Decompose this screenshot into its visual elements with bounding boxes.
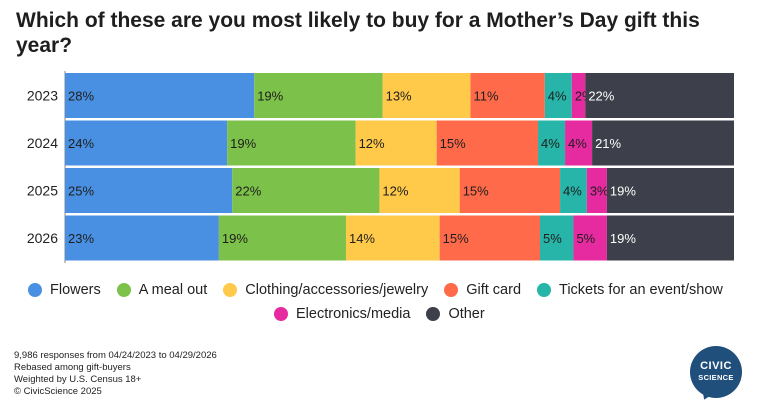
bar-segment xyxy=(382,73,471,118)
bar-segment xyxy=(254,73,383,118)
data-label: 5% xyxy=(543,231,562,246)
legend-item: Electronics/media xyxy=(274,306,410,322)
data-label: 28% xyxy=(68,89,94,104)
legend-label: Flowers xyxy=(50,282,101,298)
bar-segment xyxy=(65,168,233,213)
bar-segment xyxy=(606,168,734,213)
data-label: 12% xyxy=(359,136,385,151)
legend-label: Other xyxy=(448,306,485,322)
chart-title: Which of these are you most likely to bu… xyxy=(16,9,700,57)
bar-segment xyxy=(560,168,587,213)
legend-swatch xyxy=(426,307,441,321)
legend-item: Gift card xyxy=(444,282,521,298)
data-label: 5% xyxy=(576,231,595,246)
data-label: 19% xyxy=(230,136,256,151)
bar-segment xyxy=(379,168,460,213)
bar-segment xyxy=(538,120,566,166)
legend-swatch xyxy=(223,283,238,297)
data-label: 13% xyxy=(386,89,412,104)
data-label: 14% xyxy=(349,231,375,246)
legend-swatch xyxy=(28,283,42,297)
legend-item: Clothing/accessories/jewelry xyxy=(223,282,428,298)
bar-segment xyxy=(439,215,540,261)
bar-segment xyxy=(459,168,561,213)
bar-segment xyxy=(470,73,545,118)
bar-segment xyxy=(585,73,734,118)
bar-segment xyxy=(571,73,586,118)
civicscience-logo: CIVIC SCIENCE xyxy=(690,346,742,398)
bar-segment xyxy=(573,215,607,261)
legend-label: A meal out xyxy=(138,282,208,298)
legend-item: Other xyxy=(426,306,485,322)
data-label: 24% xyxy=(68,136,94,151)
bar-segment xyxy=(65,215,219,261)
data-label: 12% xyxy=(382,184,408,199)
data-label: 22% xyxy=(235,184,261,199)
legend: Flowers A meal out Clothing/accessories/je… xyxy=(28,278,748,326)
data-label: 25% xyxy=(68,184,94,199)
data-label: 19% xyxy=(222,231,248,246)
bar-segment xyxy=(232,168,380,213)
y-tick-label: 2026 xyxy=(27,230,58,246)
y-tick-label: 2023 xyxy=(27,88,58,104)
data-label: 15% xyxy=(440,136,466,151)
data-label: 4% xyxy=(568,136,587,151)
y-tick-label: 2025 xyxy=(27,183,58,199)
bar-segment xyxy=(227,120,356,166)
bar-segment xyxy=(565,120,593,166)
data-label: 19% xyxy=(610,184,636,199)
legend-item: A meal out xyxy=(116,282,208,298)
bar-segment xyxy=(65,73,255,118)
data-label: 15% xyxy=(443,231,469,246)
data-label: 15% xyxy=(463,184,489,199)
legend-item: Flowers xyxy=(28,282,101,298)
bar-segment xyxy=(592,120,734,166)
legend-row: Flowers A meal out Clothing/accessories/je… xyxy=(28,278,748,302)
footnotes: 9,986 responses from 04/24/2023 to 04/29… xyxy=(14,350,217,398)
data-label: 4% xyxy=(548,89,567,104)
y-tick-label: 2024 xyxy=(27,135,58,151)
data-label: 23% xyxy=(68,231,94,246)
legend-label: Clothing/accessories/jewelry xyxy=(245,282,429,298)
data-label: 4% xyxy=(541,136,560,151)
bar-segment xyxy=(586,168,607,213)
footnote-weighted: Weighted by U.S. Census 18+ xyxy=(14,374,142,385)
data-label: 4% xyxy=(563,184,582,199)
bar-segment xyxy=(539,215,574,261)
data-label: 3% xyxy=(590,184,609,199)
footnote-responses: 9,986 responses from 04/24/2023 to 04/29… xyxy=(14,350,217,361)
data-label: 19% xyxy=(610,231,636,246)
bar-segment xyxy=(606,215,734,261)
bar-segment xyxy=(355,120,437,166)
data-label: 22% xyxy=(588,89,614,104)
bar-segment xyxy=(544,73,572,118)
bar-segment xyxy=(65,120,228,166)
legend-swatch xyxy=(537,283,552,297)
bar-segment xyxy=(218,215,346,261)
legend-label: Electronics/media xyxy=(296,306,411,322)
logo-line-2: SCIENCE xyxy=(698,373,734,382)
legend-label: Gift card xyxy=(466,282,522,298)
bar-segment xyxy=(345,215,440,261)
legend-label: Tickets for an event/show xyxy=(559,282,723,298)
data-label: 11% xyxy=(473,89,498,104)
legend-swatch xyxy=(116,283,131,297)
legend-swatch xyxy=(444,283,459,297)
data-label: 21% xyxy=(595,136,621,151)
bar-segment xyxy=(436,120,539,166)
data-label: 19% xyxy=(257,89,283,104)
footnote-rebased: Rebased among gift-buyers xyxy=(14,362,131,373)
legend-row: Electronics/media Other xyxy=(28,302,748,326)
legend-swatch xyxy=(274,307,288,321)
footnote-copyright: © CivicScience 2025 xyxy=(14,386,102,397)
legend-item: Tickets for an event/show xyxy=(537,282,723,298)
logo-line-1: CIVIC xyxy=(700,360,732,372)
